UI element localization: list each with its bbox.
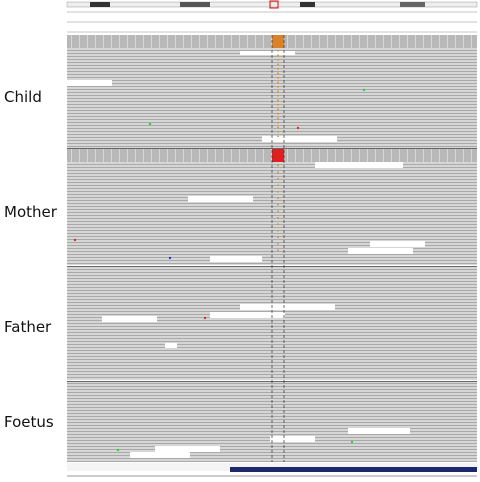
sample-label: Father [4, 318, 52, 336]
coverage-variant [272, 35, 284, 48]
reads [67, 267, 477, 380]
sample-label: Foetus [4, 413, 54, 431]
coverage-variant [272, 149, 284, 162]
sample-label: Child [4, 88, 42, 106]
ruler [66, 0, 478, 33]
sample-label: Mother [4, 203, 57, 221]
mismatches [73, 88, 366, 452]
gene [230, 467, 477, 472]
